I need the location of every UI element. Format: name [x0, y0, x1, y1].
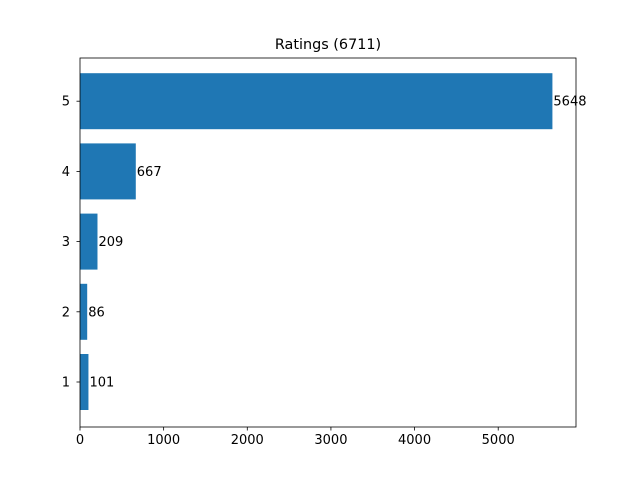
- data-label-rating-1: 101: [89, 376, 114, 391]
- bars: [80, 73, 553, 410]
- data-label-rating-4: 667: [137, 165, 162, 180]
- x-tick-label: 5000: [482, 433, 515, 448]
- bar-rating-3: [80, 213, 98, 270]
- bar-rating-2: [80, 283, 88, 340]
- x-tick-label: 4000: [398, 433, 431, 448]
- x-tick-label: 1000: [147, 433, 180, 448]
- x-tick-label: 2000: [231, 433, 264, 448]
- bar-rating-1: [80, 354, 89, 410]
- y-tick-label: 1: [62, 376, 70, 391]
- y-tick-label: 5: [62, 95, 70, 110]
- data-label-rating-5: 5648: [553, 95, 586, 110]
- plot-frame: [79, 57, 577, 428]
- data-labels: 101 86 209 667 5648: [88, 95, 586, 391]
- x-axis: 0 1000 2000 3000 4000 5000: [76, 427, 515, 448]
- y-axis: 1 2 3 4 5: [62, 95, 80, 391]
- bar-rating-4: [80, 143, 136, 200]
- y-tick-label: 2: [62, 305, 70, 320]
- x-tick-label: 3000: [314, 433, 347, 448]
- data-label-rating-3: 209: [98, 235, 123, 250]
- chart-title: Ratings (6711): [275, 37, 381, 53]
- y-tick-label: 4: [62, 165, 70, 180]
- bar-rating-5: [80, 73, 553, 130]
- y-tick-label: 3: [62, 235, 70, 250]
- x-tick-label: 0: [76, 433, 84, 448]
- data-label-rating-2: 86: [88, 305, 105, 320]
